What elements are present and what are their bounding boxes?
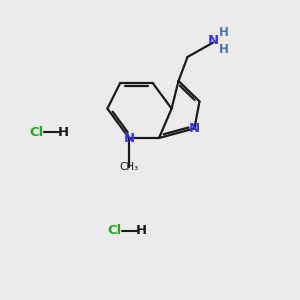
Text: N: N: [123, 131, 135, 145]
Text: CH₃: CH₃: [119, 161, 139, 172]
Text: H: H: [135, 224, 147, 238]
Text: H: H: [219, 26, 228, 39]
Text: Cl: Cl: [29, 125, 43, 139]
Text: Cl: Cl: [107, 224, 121, 238]
Text: H: H: [57, 125, 69, 139]
Text: N: N: [207, 34, 219, 47]
Text: N: N: [189, 122, 200, 135]
Text: H: H: [219, 43, 228, 56]
